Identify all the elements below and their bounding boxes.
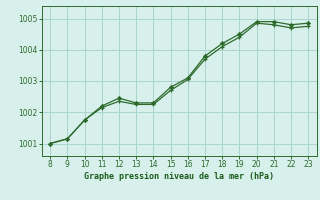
X-axis label: Graphe pression niveau de la mer (hPa): Graphe pression niveau de la mer (hPa) <box>84 172 274 181</box>
